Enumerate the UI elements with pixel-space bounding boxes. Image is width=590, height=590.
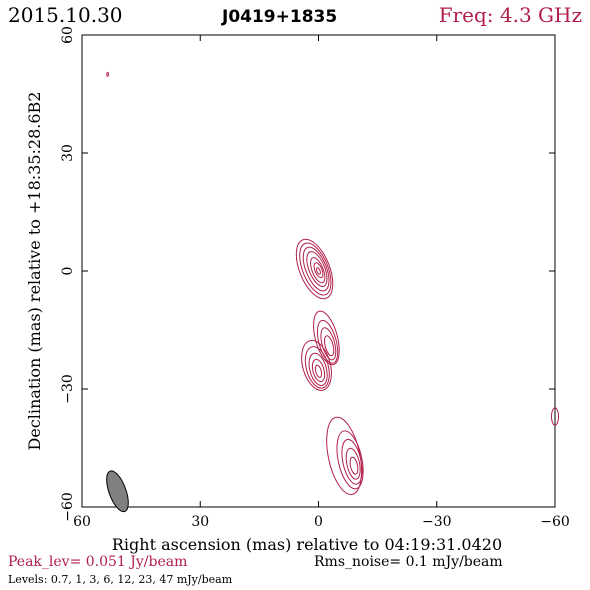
component-noise-spike <box>106 71 109 77</box>
frequency-label: Freq: 4.3 GHz <box>439 3 582 27</box>
contour-line <box>304 346 330 389</box>
component-jet-south <box>326 416 364 495</box>
peak-level: Peak_lev= 0.051 Jy/beam <box>8 554 187 570</box>
component-edge-feature <box>550 407 560 426</box>
contour-levels: Levels: 0.7, 1, 3, 6, 12, 23, 47 mJy/bea… <box>8 573 233 586</box>
contour-line <box>314 364 323 378</box>
x-tick-label: 30 <box>191 514 209 530</box>
contour-line <box>106 71 109 77</box>
contour-line <box>316 267 321 275</box>
beam-layer <box>106 470 129 513</box>
beam-ellipse <box>106 470 129 513</box>
axis-ticks <box>81 34 556 508</box>
component-jet-middle <box>301 339 332 391</box>
contour-line <box>302 246 330 292</box>
x-tick-label: 0 <box>314 514 323 530</box>
contour-line <box>313 262 324 279</box>
rms-noise: Rms_noise= 0.1 mJy/beam <box>314 554 503 570</box>
contour-line <box>306 251 328 287</box>
component-core <box>295 238 334 300</box>
contour-line <box>299 242 332 296</box>
observation-date: 2015.10.30 <box>8 3 123 27</box>
x-axis-label: Right ascension (mas) relative to 04:19:… <box>112 535 502 554</box>
y-tick-label: 30 <box>60 144 76 162</box>
contour-line <box>326 416 363 495</box>
plot-frame <box>81 34 556 508</box>
contour-line <box>311 358 326 383</box>
contour-line <box>295 238 334 300</box>
x-tick-label: −30 <box>422 514 452 530</box>
source-name: J0419+1835 <box>221 7 337 27</box>
contour-line <box>308 352 328 386</box>
contour-layer <box>106 71 560 495</box>
contour-line <box>320 327 337 361</box>
contour-line <box>550 407 560 426</box>
y-tick-label: 0 <box>60 267 76 276</box>
contour-line <box>310 257 326 284</box>
x-tick-label: −60 <box>540 514 570 530</box>
y-tick-label: 60 <box>60 26 76 44</box>
y-axis-label: Declination (mas) relative to +18:35:28.… <box>25 92 44 451</box>
contour-line <box>349 456 359 475</box>
contour-line <box>324 335 335 357</box>
contour-line <box>301 339 332 391</box>
y-tick-label: −60 <box>60 492 76 522</box>
x-tick-label: 60 <box>73 514 91 530</box>
contour-line <box>341 438 363 485</box>
y-tick-label: −30 <box>60 374 76 404</box>
contour-line <box>345 447 361 480</box>
contour-line <box>336 430 364 490</box>
